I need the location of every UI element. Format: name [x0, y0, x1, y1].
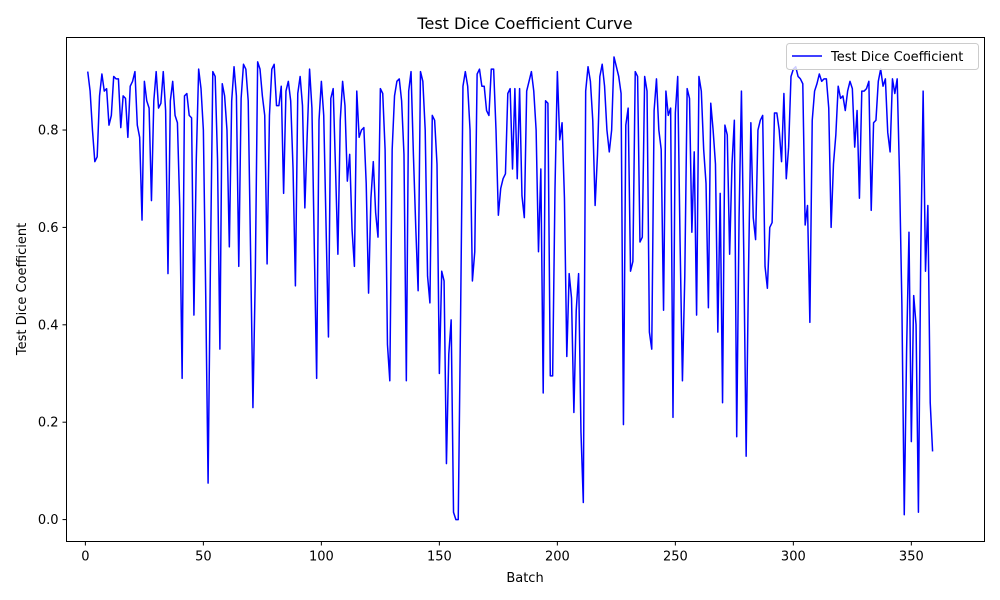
x-tick-label: 200: [545, 550, 570, 565]
y-tick-label: 0.6: [38, 221, 59, 236]
chart-title: Test Dice Coefficient Curve: [416, 14, 632, 33]
y-axis: 0.0 0.2 0.4 0.6 0.8: [38, 124, 67, 528]
x-axis: 0 50 100 150 200 250 300 350: [81, 541, 924, 565]
plot-frame: [66, 37, 985, 542]
x-tick-label: 100: [309, 550, 334, 565]
x-tick-label: 50: [195, 550, 212, 565]
y-tick-label: 0.0: [38, 513, 59, 528]
x-tick-label: 250: [663, 550, 688, 565]
x-tick-label: 0: [81, 550, 89, 565]
y-tick-label: 0.8: [38, 124, 59, 139]
x-tick-label: 350: [899, 550, 924, 565]
y-axis-label: Test Dice Coefficient: [15, 223, 30, 356]
legend-label: Test Dice Coefficient: [830, 50, 963, 65]
series-line-test-dice-coefficient: [86, 56, 934, 521]
x-tick-label: 150: [427, 550, 452, 565]
x-axis-label: Batch: [506, 571, 543, 586]
x-tick-label: 300: [781, 550, 806, 565]
legend: Test Dice Coefficient: [786, 43, 979, 70]
y-tick-label: 0.2: [38, 416, 59, 431]
plot-area: [66, 37, 985, 542]
legend-box: [786, 43, 979, 70]
y-tick-label: 0.4: [38, 318, 59, 333]
